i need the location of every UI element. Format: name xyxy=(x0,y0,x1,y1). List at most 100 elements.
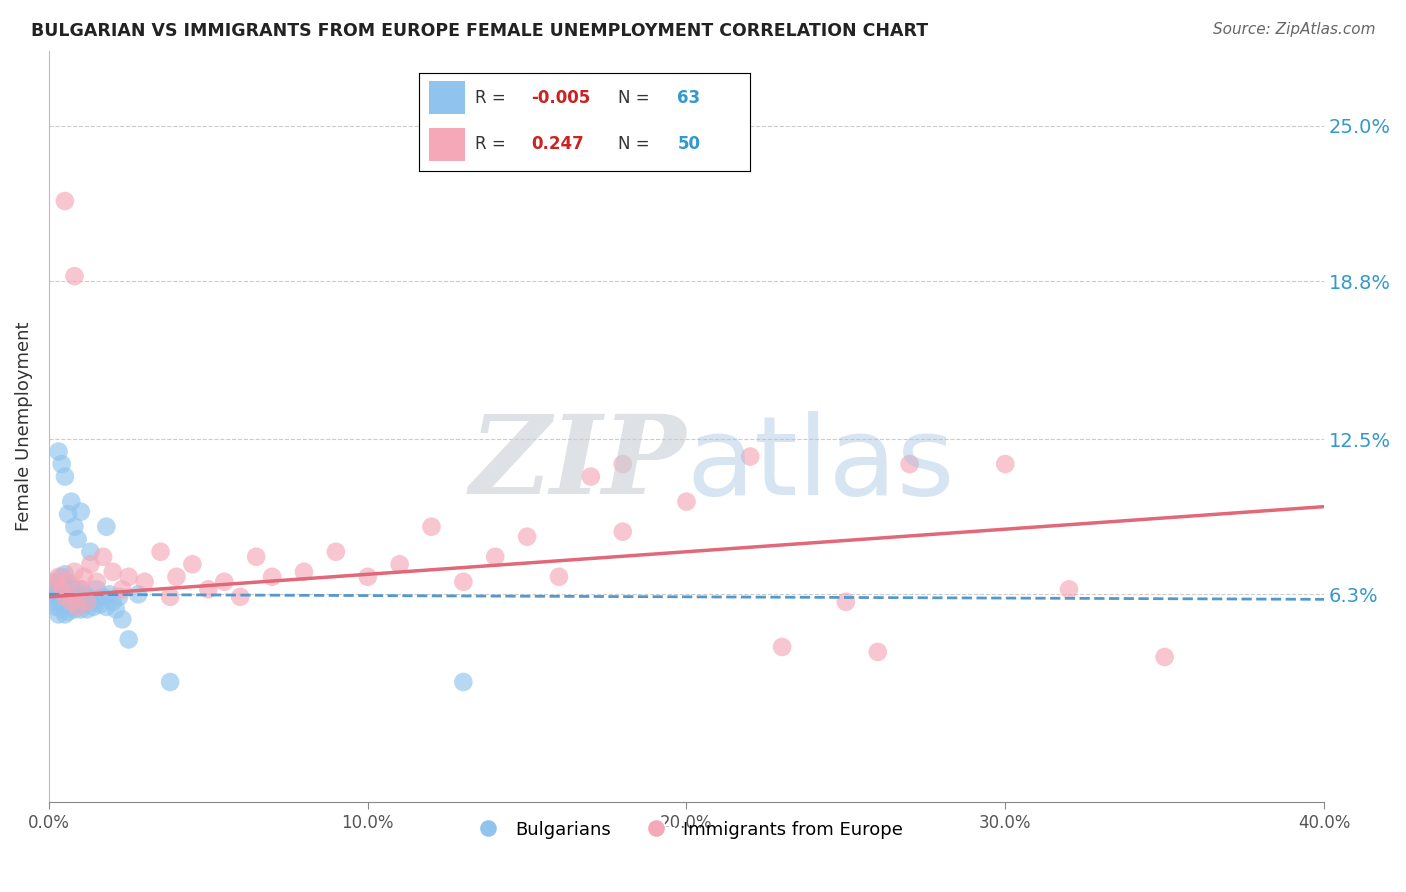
Point xyxy=(66,532,89,546)
Point xyxy=(51,570,73,584)
Point xyxy=(292,565,315,579)
Point xyxy=(73,587,96,601)
Point xyxy=(48,574,70,589)
Point xyxy=(675,494,697,508)
Point xyxy=(51,602,73,616)
Point xyxy=(118,570,141,584)
Point xyxy=(89,598,111,612)
Point xyxy=(60,599,83,614)
Point xyxy=(60,595,83,609)
Point xyxy=(70,592,93,607)
Point xyxy=(104,602,127,616)
Point xyxy=(51,457,73,471)
Point xyxy=(48,570,70,584)
Point xyxy=(79,558,101,572)
Point xyxy=(229,590,252,604)
Point xyxy=(53,194,76,208)
Point xyxy=(63,602,86,616)
Point xyxy=(44,574,66,589)
Point xyxy=(44,587,66,601)
Point xyxy=(111,612,134,626)
Point xyxy=(60,494,83,508)
Point xyxy=(181,558,204,572)
Point xyxy=(101,565,124,579)
Point xyxy=(96,599,118,614)
Point xyxy=(63,582,86,597)
Point xyxy=(166,570,188,584)
Point xyxy=(898,457,921,471)
Point xyxy=(91,549,114,564)
Point xyxy=(548,570,571,584)
Point xyxy=(453,574,475,589)
Point xyxy=(86,574,108,589)
Point xyxy=(325,545,347,559)
Point xyxy=(63,519,86,533)
Point xyxy=(56,605,79,619)
Point xyxy=(108,590,131,604)
Point xyxy=(53,567,76,582)
Point xyxy=(86,582,108,597)
Point xyxy=(66,598,89,612)
Point xyxy=(245,549,267,564)
Point xyxy=(70,582,93,597)
Point xyxy=(516,530,538,544)
Point xyxy=(76,602,98,616)
Point xyxy=(48,595,70,609)
Y-axis label: Female Unemployment: Female Unemployment xyxy=(15,322,32,532)
Point xyxy=(53,469,76,483)
Point xyxy=(866,645,889,659)
Point xyxy=(51,582,73,597)
Point xyxy=(612,524,634,539)
Point xyxy=(262,570,284,584)
Point xyxy=(44,574,66,589)
Point xyxy=(44,599,66,614)
Legend: Bulgarians, Immigrants from Europe: Bulgarians, Immigrants from Europe xyxy=(463,814,910,846)
Point xyxy=(66,599,89,614)
Point xyxy=(159,590,181,604)
Point xyxy=(388,558,411,572)
Point xyxy=(60,590,83,604)
Point xyxy=(86,592,108,607)
Point xyxy=(420,519,443,533)
Point xyxy=(48,607,70,622)
Point xyxy=(740,450,762,464)
Point xyxy=(56,587,79,601)
Point xyxy=(56,507,79,521)
Point xyxy=(41,582,63,597)
Point xyxy=(83,599,105,614)
Point xyxy=(453,675,475,690)
Point xyxy=(53,607,76,622)
Point xyxy=(56,574,79,589)
Text: Source: ZipAtlas.com: Source: ZipAtlas.com xyxy=(1212,22,1375,37)
Point xyxy=(159,675,181,690)
Point xyxy=(51,584,73,599)
Point xyxy=(48,444,70,458)
Point xyxy=(770,640,793,654)
Point xyxy=(53,598,76,612)
Point xyxy=(835,595,858,609)
Point xyxy=(197,582,219,597)
Point xyxy=(73,598,96,612)
Point xyxy=(76,590,98,604)
Text: atlas: atlas xyxy=(686,410,955,517)
Point xyxy=(70,505,93,519)
Point xyxy=(56,577,79,591)
Point xyxy=(66,590,89,604)
Point xyxy=(53,580,76,594)
Point xyxy=(127,587,149,601)
Point xyxy=(51,592,73,607)
Point xyxy=(70,582,93,597)
Point xyxy=(484,549,506,564)
Point xyxy=(56,595,79,609)
Text: BULGARIAN VS IMMIGRANTS FROM EUROPE FEMALE UNEMPLOYMENT CORRELATION CHART: BULGARIAN VS IMMIGRANTS FROM EUROPE FEMA… xyxy=(31,22,928,40)
Point xyxy=(53,590,76,604)
Point xyxy=(149,545,172,559)
Point xyxy=(60,582,83,597)
Point xyxy=(1057,582,1080,597)
Point xyxy=(579,469,602,483)
Point xyxy=(70,602,93,616)
Point xyxy=(96,519,118,533)
Text: ZIP: ZIP xyxy=(470,410,686,517)
Point xyxy=(214,574,236,589)
Point xyxy=(53,590,76,604)
